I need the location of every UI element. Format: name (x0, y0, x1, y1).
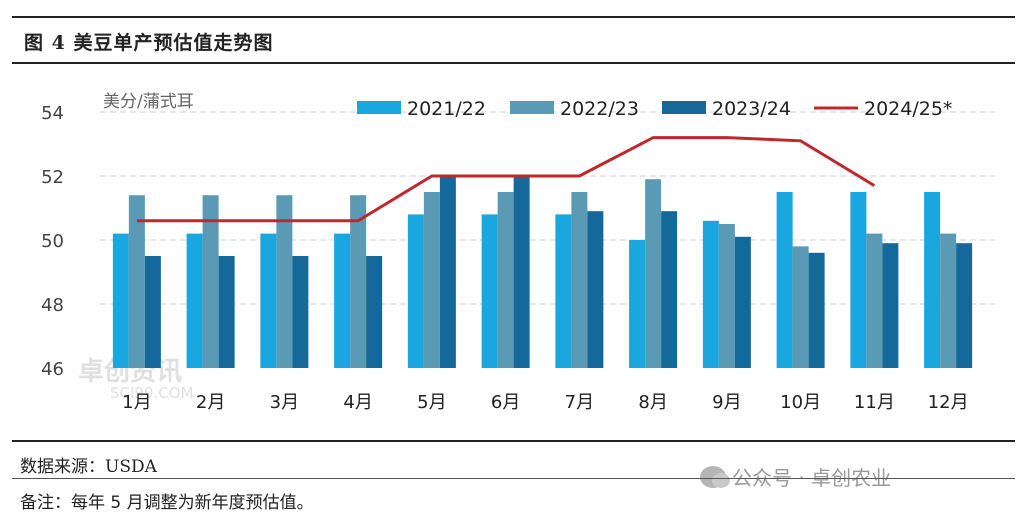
bar (260, 233, 277, 368)
bar (218, 256, 235, 368)
figure-title: 图 4 美豆单产预估值走势图 (24, 32, 274, 54)
y-tick-label: 46 (41, 359, 64, 380)
x-tick-label: 1月 (122, 392, 151, 413)
chart: 卓创资讯 SCI99.COM 46 48 50 52 54 1月 2月 3月 4月 5月 6月 7月… (41, 92, 995, 413)
bar (882, 243, 899, 368)
bar (144, 256, 161, 368)
legend-label: 2023/24 (712, 98, 791, 120)
footer-rule (12, 478, 1015, 479)
bar (645, 179, 662, 368)
legend-swatch (510, 101, 554, 114)
bar (186, 233, 203, 368)
bar (734, 236, 751, 368)
x-tick-label: 11月 (854, 392, 895, 413)
bar (513, 176, 530, 368)
chart-watermark-url: SCI99.COM (110, 384, 194, 402)
x-tick-label: 3月 (270, 392, 299, 413)
x-tick-label: 8月 (638, 392, 667, 413)
bar (350, 195, 367, 368)
bar (128, 195, 145, 368)
legend-swatch (357, 101, 401, 114)
chart-grid (100, 111, 995, 305)
bar (587, 211, 604, 368)
bar (292, 256, 309, 368)
chart-line (136, 136, 876, 223)
legend-swatch (662, 101, 706, 114)
bar (702, 220, 719, 368)
x-tick-label: 12月 (928, 392, 969, 413)
bar (571, 192, 588, 368)
y-tick-label: 50 (41, 231, 64, 252)
x-tick-label: 6月 (491, 392, 520, 413)
bar (808, 252, 825, 368)
note-text: 备注：每年 5 月调整为新年度预估值。 (20, 493, 314, 513)
bar (423, 192, 440, 368)
bar (850, 192, 867, 368)
title-rule (12, 62, 1015, 64)
x-tick-label: 7月 (565, 392, 594, 413)
legend-label: 2022/23 (560, 98, 639, 120)
x-tick-label: 5月 (417, 392, 446, 413)
bar (718, 224, 735, 368)
y-tick-label: 48 (41, 295, 64, 316)
y-tick-label: 54 (41, 103, 64, 124)
bar (866, 233, 883, 368)
bar (776, 192, 793, 368)
bottom-rule (12, 440, 1015, 442)
bar (481, 214, 498, 368)
bar (956, 243, 973, 368)
top-rule (12, 16, 1015, 18)
bar (407, 214, 424, 368)
wechat-watermark-text: 公众号 · 卓创农业 (732, 466, 892, 490)
chart-bars (112, 176, 973, 368)
chart-watermark: 卓创资讯 SCI99.COM (78, 357, 194, 402)
bar (792, 246, 809, 368)
source-text: 数据来源：USDA (20, 457, 157, 477)
y-axis: 46 48 50 52 54 (41, 103, 64, 380)
x-tick-label: 9月 (712, 392, 741, 413)
legend-label: 2021/22 (407, 98, 486, 120)
bar (555, 214, 572, 368)
x-tick-label: 4月 (343, 392, 372, 413)
bar (661, 211, 678, 368)
y-tick-label: 52 (41, 167, 64, 188)
bar (629, 240, 646, 368)
x-tick-label: 10月 (780, 392, 821, 413)
bar (202, 195, 219, 368)
bar (366, 256, 383, 368)
wechat-icon (700, 465, 730, 488)
bar (924, 192, 941, 368)
bar (940, 233, 957, 368)
x-tick-label: 2月 (196, 392, 225, 413)
bar (497, 192, 514, 368)
x-axis: 1月 2月 3月 4月 5月 6月 7月 8月 9月 10月 11月 12月 (122, 392, 968, 413)
bar (334, 233, 351, 368)
y-unit-label: 美分/蒲式耳 (103, 92, 194, 112)
bar (276, 195, 293, 368)
bar (439, 176, 456, 368)
legend-label: 2024/25* (864, 98, 952, 120)
legend: 2021/22 2022/23 2023/24 2024/25* (357, 98, 952, 120)
bar (112, 233, 129, 368)
wechat-watermark: 公众号 · 卓创农业 (700, 462, 891, 491)
series-line (136, 136, 876, 223)
